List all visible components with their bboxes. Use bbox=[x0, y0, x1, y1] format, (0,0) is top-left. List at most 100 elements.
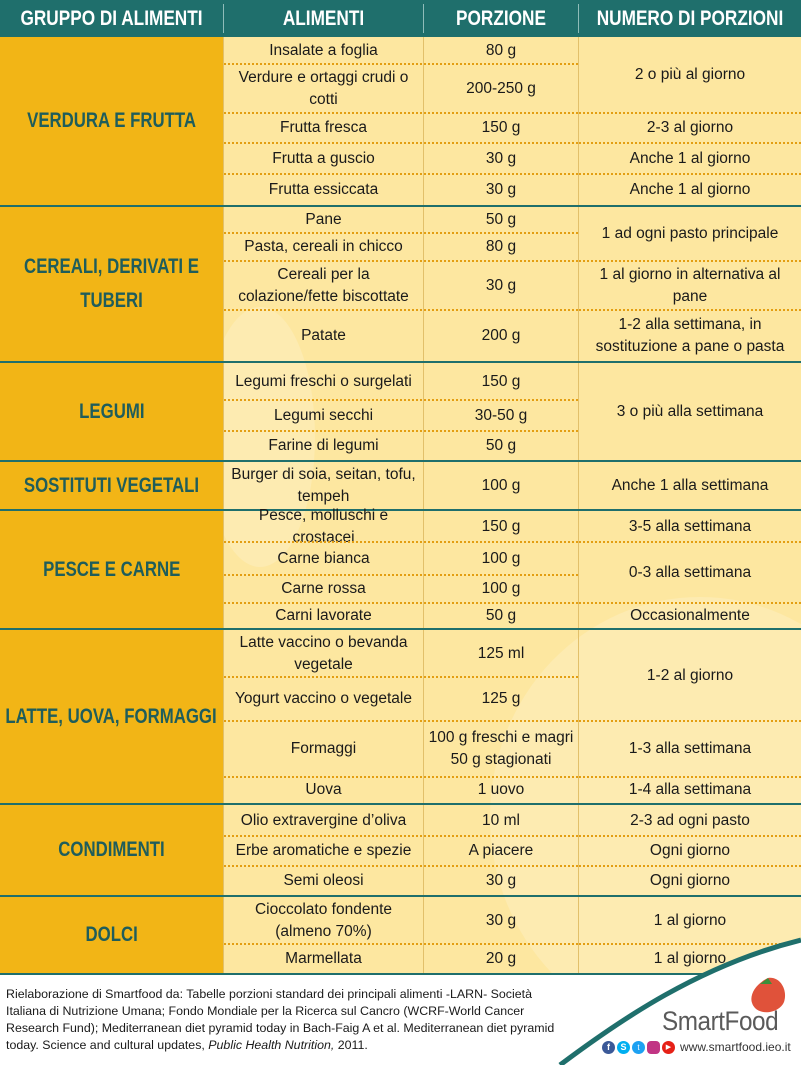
count-cell: 0-3 alla settimana bbox=[628, 563, 752, 581]
portion-cell: 30 g bbox=[485, 149, 517, 167]
food-cell: Verdure e ortaggi crudi o cotti bbox=[238, 68, 409, 108]
portion-cell: 50 g bbox=[485, 211, 517, 228]
row-separator bbox=[224, 602, 578, 604]
watermark-logo bbox=[205, 307, 801, 975]
portion-cell: 50 g bbox=[485, 606, 517, 624]
count-cell: 2 o più al giorno bbox=[634, 66, 746, 83]
count-cell: 3 o più alla settimana bbox=[616, 402, 764, 420]
header-count: NUMERO DI PORZIONI bbox=[596, 6, 784, 30]
group-cell: DOLCI bbox=[0, 897, 223, 973]
food-cell: Formaggi bbox=[290, 740, 357, 757]
row-separator bbox=[579, 173, 801, 175]
source-note: Rielaborazione di Smartfood da: Tabelle … bbox=[6, 987, 555, 1052]
food-cell: Cioccolato fondente (almeno 70%) bbox=[254, 900, 392, 940]
row-separator bbox=[224, 676, 578, 678]
count-cell: Anche 1 al giorno bbox=[629, 149, 751, 167]
row-separator bbox=[579, 835, 801, 837]
portion-cell: 100 g bbox=[481, 549, 521, 567]
count-cell: Ogni giorno bbox=[649, 842, 731, 859]
smartfood-logo: SmartFood f S t ▶ www.smartfood.ieo.it bbox=[602, 976, 795, 1061]
food-cell: Frutta essiccata bbox=[268, 180, 379, 198]
row-separator bbox=[579, 260, 801, 262]
row-separator bbox=[579, 142, 801, 144]
row-separator bbox=[224, 574, 578, 576]
brand-name: SmartFood bbox=[662, 1006, 779, 1036]
row-separator bbox=[224, 720, 578, 722]
row-separator bbox=[224, 142, 578, 144]
portion-cell: 30 g bbox=[485, 911, 517, 929]
skype-icon[interactable]: S bbox=[617, 1040, 630, 1054]
food-cell: Legumi secchi bbox=[273, 406, 374, 424]
count-cell: Anche 1 al giorno bbox=[629, 180, 751, 198]
portion-cell: 100 g bbox=[481, 476, 521, 494]
portion-table: GRUPPO DI ALIMENTI ALIMENTI PORZIONE NUM… bbox=[0, 0, 801, 975]
row-separator bbox=[224, 776, 578, 778]
group-cell: CEREALI, DERIVATI E TUBERI bbox=[0, 207, 223, 361]
count-cell: 1-2 alla settimana, in sostituzione a pa… bbox=[595, 315, 785, 355]
food-cell: Latte vaccino o bevanda vegetale bbox=[239, 633, 408, 673]
portion-cell: 30 g bbox=[485, 276, 517, 294]
group-cell: PESCE E CARNE bbox=[0, 511, 223, 628]
row-separator bbox=[224, 260, 578, 262]
count-cell: 1 al giorno bbox=[653, 911, 727, 929]
twitter-icon[interactable]: t bbox=[632, 1040, 645, 1054]
food-cell: Carne rossa bbox=[281, 580, 366, 597]
food-cell: Marmellata bbox=[285, 949, 362, 967]
portion-cell: 200 g bbox=[481, 326, 521, 344]
row-separator bbox=[579, 309, 801, 311]
portion-cell: 1 uovo bbox=[477, 781, 525, 798]
facebook-icon[interactable]: f bbox=[602, 1040, 615, 1054]
group-cell: VERDURA E FRUTTA bbox=[0, 37, 223, 205]
food-cell: Cereali per la colazione/fette biscottat… bbox=[238, 265, 409, 305]
row-separator bbox=[224, 430, 578, 432]
portion-cell: 80 g bbox=[485, 41, 517, 59]
food-cell: Frutta a guscio bbox=[272, 149, 375, 167]
portion-cell: 30 g bbox=[485, 871, 517, 889]
food-cell: Carne bianca bbox=[277, 549, 370, 567]
instagram-icon[interactable] bbox=[647, 1040, 660, 1054]
table-header: GRUPPO DI ALIMENTI ALIMENTI PORZIONE NUM… bbox=[0, 0, 801, 37]
food-cell: Insalate a foglia bbox=[269, 41, 378, 59]
portion-cell: 125 ml bbox=[477, 644, 525, 662]
row-separator bbox=[579, 112, 801, 114]
portion-cell: 150 g bbox=[481, 119, 521, 136]
portion-cell: 30-50 g bbox=[474, 406, 528, 424]
portion-cell: 125 g bbox=[481, 690, 521, 707]
website-link[interactable]: www.smartfood.ieo.it bbox=[680, 1040, 791, 1054]
row-separator bbox=[224, 865, 578, 867]
portion-cell: 150 g bbox=[481, 517, 521, 535]
row-separator bbox=[579, 541, 801, 543]
row-separator bbox=[579, 943, 801, 945]
portion-cell: 10 ml bbox=[482, 811, 520, 829]
portion-cell: 150 g bbox=[481, 372, 521, 390]
row-separator bbox=[224, 541, 578, 543]
youtube-icon[interactable]: ▶ bbox=[662, 1040, 675, 1054]
count-cell: 1 al giorno in alternativa al pane bbox=[599, 265, 781, 305]
food-cell: Burger di soia, seitan, tofu, tempeh bbox=[231, 465, 416, 505]
portion-cell: 30 g bbox=[485, 180, 517, 198]
food-cell: Farine di legumi bbox=[268, 436, 379, 454]
group-cell: SOSTITUTI VEGETALI bbox=[0, 462, 223, 509]
count-cell: 2-3 ad ogni pasto bbox=[630, 811, 750, 829]
row-separator bbox=[579, 776, 801, 778]
food-cell: Pane bbox=[305, 211, 342, 228]
food-cell: Carni lavorate bbox=[275, 606, 372, 624]
count-cell: 1-3 alla settimana bbox=[628, 740, 752, 757]
row-separator bbox=[224, 63, 578, 65]
row-separator bbox=[224, 112, 578, 114]
group-cell: LEGUMI bbox=[0, 363, 223, 460]
row-separator bbox=[224, 835, 578, 837]
food-cell: Uova bbox=[305, 781, 342, 798]
count-cell: Ogni giorno bbox=[649, 871, 731, 889]
portion-cell: 200-250 g bbox=[466, 79, 536, 97]
count-cell: 3-5 alla settimana bbox=[628, 517, 752, 535]
portion-cell: 80 g bbox=[485, 238, 517, 255]
count-cell: 1 al giorno bbox=[653, 949, 727, 967]
row-separator bbox=[224, 173, 578, 175]
row-separator bbox=[579, 602, 801, 604]
food-cell: Frutta fresca bbox=[280, 119, 367, 136]
group-cell: LATTE, UOVA, FORMAGGI bbox=[0, 630, 223, 803]
header-food: ALIMENTI bbox=[282, 6, 365, 30]
header-group: GRUPPO DI ALIMENTI bbox=[20, 6, 203, 30]
portion-cell: 50 g bbox=[485, 436, 517, 454]
